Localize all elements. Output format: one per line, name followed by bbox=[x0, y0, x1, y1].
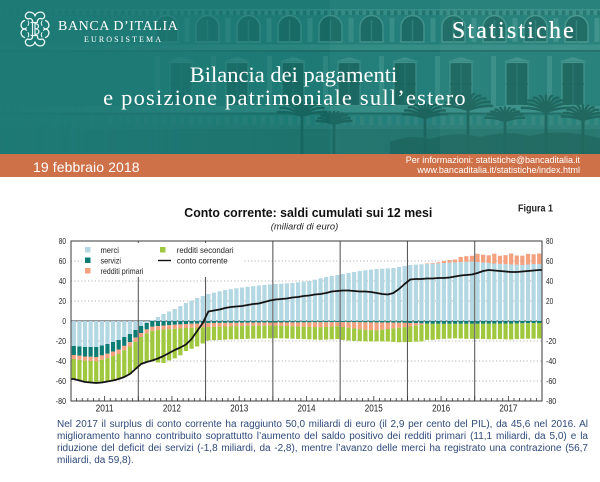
svg-text:60: 60 bbox=[546, 257, 554, 266]
svg-text:2017: 2017 bbox=[499, 404, 517, 415]
svg-text:-60: -60 bbox=[546, 377, 557, 386]
svg-text:40: 40 bbox=[59, 277, 67, 286]
svg-text:2016: 2016 bbox=[432, 404, 450, 415]
svg-text:Conto corrente: saldi cumulati: Conto corrente: saldi cumulati sui 12 me… bbox=[184, 205, 432, 220]
svg-text:0: 0 bbox=[546, 317, 550, 326]
svg-text:-60: -60 bbox=[56, 377, 67, 386]
svg-text:-80: -80 bbox=[56, 397, 67, 406]
svg-text:redditi primari: redditi primari bbox=[101, 266, 144, 276]
svg-text:redditi secondari: redditi secondari bbox=[177, 245, 234, 255]
svg-text:-40: -40 bbox=[56, 357, 67, 366]
svg-text:80: 80 bbox=[546, 237, 554, 246]
svg-text:2011: 2011 bbox=[96, 404, 114, 415]
svg-text:servizi: servizi bbox=[101, 256, 122, 266]
svg-text:(miliardi di euro): (miliardi di euro) bbox=[271, 222, 339, 233]
svg-text:Figura 1: Figura 1 bbox=[518, 204, 553, 215]
svg-text:2015: 2015 bbox=[365, 404, 383, 415]
svg-text:-40: -40 bbox=[546, 357, 557, 366]
svg-text:0: 0 bbox=[62, 317, 66, 326]
svg-text:-20: -20 bbox=[546, 337, 557, 346]
svg-text:20: 20 bbox=[546, 297, 554, 306]
svg-text:40: 40 bbox=[546, 277, 554, 286]
svg-text:80: 80 bbox=[59, 237, 67, 246]
svg-text:2012: 2012 bbox=[163, 404, 181, 415]
svg-text:conto corrente: conto corrente bbox=[177, 256, 228, 266]
svg-text:2014: 2014 bbox=[298, 404, 316, 415]
svg-text:-20: -20 bbox=[56, 337, 67, 346]
svg-text:-80: -80 bbox=[546, 397, 557, 406]
svg-text:20: 20 bbox=[59, 297, 67, 306]
svg-text:merci: merci bbox=[101, 245, 119, 255]
svg-text:60: 60 bbox=[59, 257, 67, 266]
svg-text:2013: 2013 bbox=[230, 404, 248, 415]
